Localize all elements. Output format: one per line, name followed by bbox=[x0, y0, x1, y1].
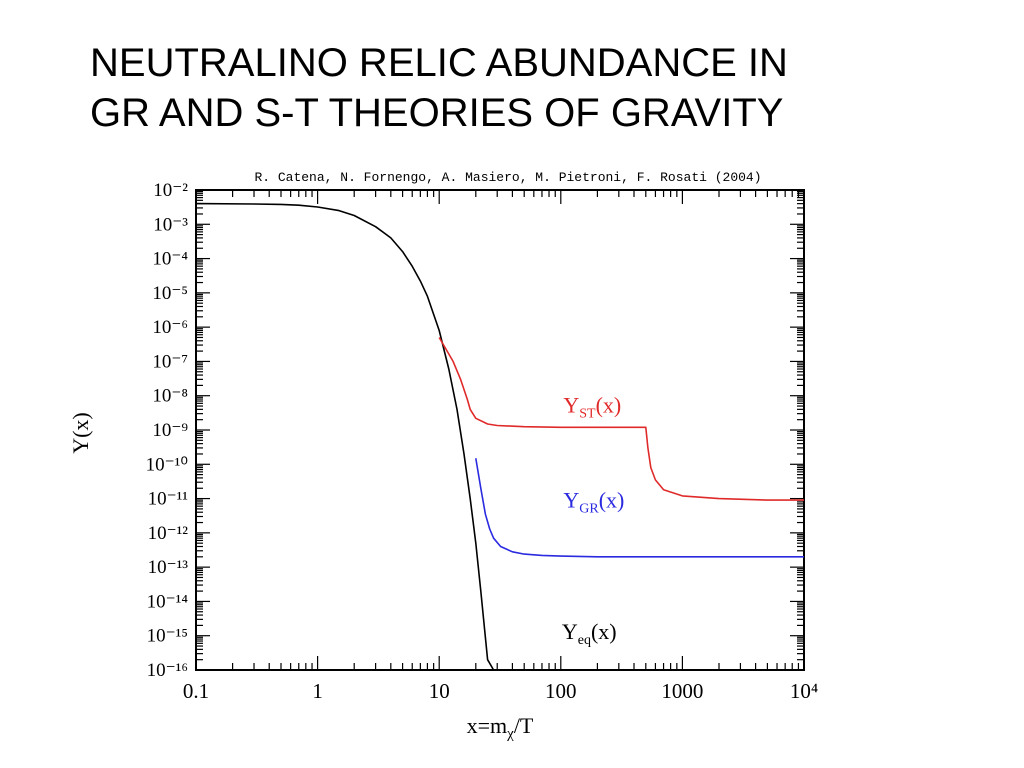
series-line-eq bbox=[195, 202, 507, 671]
x-tick-label: 1000 bbox=[661, 679, 703, 703]
slide-title-line-1: NEUTRALINO RELIC ABUNDANCE IN bbox=[90, 41, 788, 85]
x-tick-label: 10⁴ bbox=[790, 679, 818, 703]
tick-marks bbox=[195, 190, 804, 671]
x-tick-label: 100 bbox=[545, 679, 577, 703]
y-tick-label: 10⁻⁸ bbox=[152, 386, 188, 407]
slide-title: NEUTRALINO RELIC ABUNDANCE IN GR AND S-T… bbox=[90, 38, 990, 138]
y-tick-label: 10⁻⁵ bbox=[152, 283, 188, 304]
y-tick-label: 10⁻¹⁶ bbox=[147, 660, 188, 681]
y-tick-label: 10⁻⁶ bbox=[152, 317, 188, 338]
y-tick-label: 10⁻³ bbox=[153, 214, 188, 235]
x-tick-label: 1 bbox=[312, 679, 323, 703]
y-tick-label: 10⁻¹⁰ bbox=[146, 454, 188, 475]
plot-frame bbox=[195, 189, 805, 671]
y-tick-label: 10⁻⁹ bbox=[152, 420, 188, 441]
y-tick-label: 10⁻¹⁵ bbox=[147, 626, 188, 647]
x-axis-label: x=mχ/T bbox=[467, 713, 534, 742]
series-lines bbox=[195, 202, 804, 671]
y-tick-label: 10⁻¹¹ bbox=[148, 489, 189, 510]
y-tick-label: 10⁻⁴ bbox=[152, 249, 188, 270]
series-line-gr bbox=[475, 458, 804, 558]
y-tick-label: 10⁻¹⁴ bbox=[147, 591, 189, 612]
y-tick-label: 10⁻⁷ bbox=[152, 351, 188, 372]
slide-title-line-2: GR AND S-T THEORIES OF GRAVITY bbox=[90, 91, 784, 135]
series-label-gr: YGR(x) bbox=[563, 487, 624, 516]
series-line-st bbox=[438, 337, 804, 501]
x-tick-label: 10 bbox=[429, 679, 450, 703]
series-label-eq: Yeq(x) bbox=[562, 619, 617, 648]
y-tick-label: 10⁻² bbox=[153, 180, 188, 201]
x-tick-labels: 0.1 1 10 100 1000 10⁴ bbox=[183, 679, 818, 703]
y-tick-label: 10⁻¹³ bbox=[148, 557, 189, 578]
y-tick-labels: 10⁻² 10⁻³ 10⁻⁴ 10⁻⁵ 10⁻⁶ 10⁻⁷ 10⁻⁸ 10⁻⁹ 10⁻¹⁰ 10⁻… bbox=[146, 180, 189, 681]
series-labels: Yeq(x) YGR(x) YST(x) bbox=[562, 393, 625, 648]
y-tick-label: 10⁻¹² bbox=[148, 523, 189, 544]
series-label-st: YST(x) bbox=[563, 393, 621, 422]
x-tick-label: 0.1 bbox=[183, 679, 209, 703]
y-axis-label: Y(x) bbox=[68, 412, 93, 454]
chart-title: R. Catena, N. Fornengo, A. Masiero, M. P… bbox=[254, 170, 761, 185]
